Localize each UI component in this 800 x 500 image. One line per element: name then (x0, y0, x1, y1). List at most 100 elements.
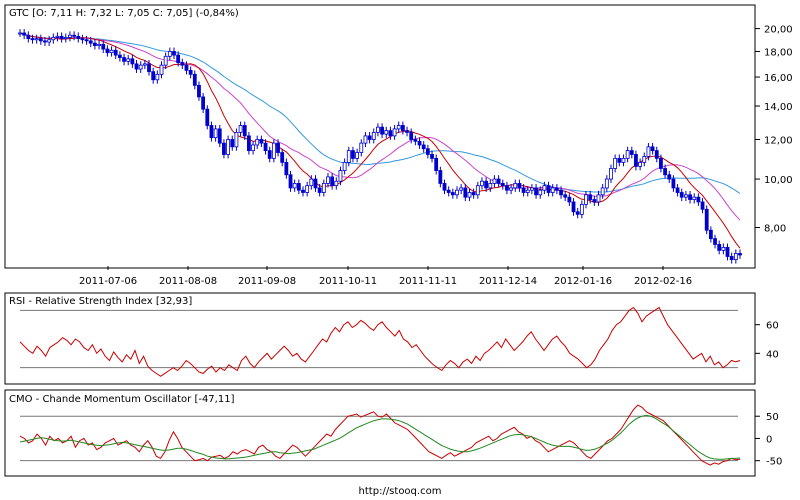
cmo-panel-title: CMO - Chande Momentum Oscillator [-47,11… (9, 394, 235, 405)
candle-body (517, 183, 522, 189)
candle-body (696, 196, 701, 203)
candle-body (317, 187, 322, 193)
candle-body (617, 157, 622, 163)
candle-body (151, 71, 156, 81)
candle-body (222, 142, 226, 155)
candle-body (733, 253, 738, 261)
candle-body (417, 140, 422, 146)
candle-body (400, 125, 405, 132)
candle-body (59, 35, 64, 39)
candle-body (392, 128, 397, 137)
candle-body (642, 156, 647, 163)
candle-body (688, 194, 692, 200)
candle-body (305, 185, 310, 193)
candle-body (309, 178, 314, 187)
candle-body (80, 38, 85, 41)
candle-body (188, 69, 193, 75)
candle-body (342, 161, 347, 171)
candle-body (88, 40, 93, 44)
candle-body (288, 174, 293, 189)
candle-body (421, 144, 426, 150)
candle-body (438, 170, 443, 184)
candle-body (147, 63, 151, 73)
rsi-panel: RSI - Relative Strength Index [32,93] 60… (4, 292, 779, 385)
price-x-tick-label: 2011-07-06 (79, 276, 137, 287)
candle-body (692, 196, 697, 200)
candle-body (280, 152, 285, 163)
candle-body (359, 142, 364, 153)
candle-body (455, 189, 459, 196)
indicator-line (19, 414, 741, 460)
candle-body (142, 63, 147, 66)
candle-body (55, 35, 60, 38)
price-y-tick-label: 14,00 (764, 102, 793, 113)
candle-body (338, 170, 343, 182)
candle-body (192, 73, 197, 86)
candle-body (130, 58, 135, 65)
candle-body (209, 125, 214, 139)
candle-body (122, 57, 126, 62)
price-y-tick-label: 10,00 (764, 175, 793, 186)
price-x-tick-label: 2011-08-08 (159, 276, 217, 287)
candle-body (405, 130, 409, 133)
candle-body (93, 42, 97, 46)
candle-body (554, 187, 559, 191)
candle-body (575, 211, 580, 215)
candle-body (530, 187, 534, 191)
candle-body (683, 194, 688, 198)
candle-body (51, 37, 56, 41)
price-y-axis: 20,00 18,00 16,00 14,00 12,00 10,00 8,00 (755, 25, 793, 235)
candle-body (596, 194, 601, 203)
candle-body (467, 192, 472, 198)
cmo-panel: CMO - Chande Momentum Oscillator [-47,11… (4, 389, 782, 477)
candle-body (634, 154, 638, 167)
candle-body (30, 38, 35, 41)
candle-body (505, 185, 509, 191)
candle-body (600, 187, 605, 196)
candle-body (263, 142, 268, 152)
candle-body (717, 244, 722, 251)
candle-body (480, 180, 484, 187)
rsi-reference-lines (20, 309, 738, 369)
candle-body (496, 178, 501, 184)
candle-body (713, 238, 717, 245)
candle-body (525, 189, 530, 193)
candle-body (346, 150, 351, 163)
candle-body (604, 178, 609, 189)
candle-body (26, 34, 31, 39)
cmo-series (19, 404, 741, 466)
candle-body (351, 150, 355, 159)
candle-body (117, 54, 122, 58)
candle-body (180, 62, 185, 66)
candle-body (388, 130, 393, 137)
price-x-tick-label: 2011-09-08 (238, 276, 296, 287)
candle-body (296, 183, 301, 191)
candle-body (663, 168, 667, 176)
candle-body (721, 246, 726, 251)
candle-body (105, 48, 110, 54)
candle-body (475, 185, 480, 196)
price-panel: GTC [O: 7,11 H: 7,32 L: 7,05 C: 7,05] (-… (4, 4, 793, 287)
candle-body (197, 84, 201, 98)
indicator-line (19, 404, 741, 466)
candle-body (609, 168, 613, 180)
candle-body (138, 64, 143, 70)
candle-body (101, 43, 106, 50)
candle-body (205, 108, 210, 126)
candle-body (284, 161, 289, 176)
cmo-panel-frame (4, 389, 756, 477)
candle-body (613, 157, 618, 169)
candle-body (463, 187, 468, 198)
candle-body (679, 192, 684, 198)
candle-body (409, 131, 414, 140)
price-panel-title: GTC [O: 7,11 H: 7,32 L: 7,05 C: 7,05] (-… (9, 8, 239, 19)
candle-body (34, 38, 39, 41)
candle-body (413, 139, 418, 142)
candle-body (255, 139, 260, 146)
candle-body (450, 192, 455, 196)
candle-body (267, 150, 272, 159)
candle-body (384, 130, 389, 135)
candle-body (167, 51, 172, 57)
candle-body (563, 194, 568, 198)
candle-body (513, 183, 518, 189)
